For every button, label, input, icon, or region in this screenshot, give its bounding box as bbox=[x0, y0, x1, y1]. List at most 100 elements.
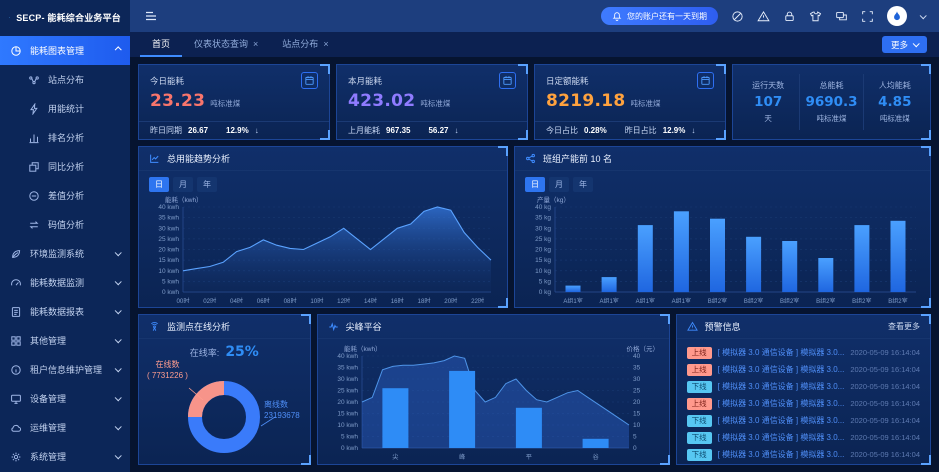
svg-text:15: 15 bbox=[633, 411, 641, 418]
close-icon[interactable]: × bbox=[253, 38, 259, 49]
fullscreen-icon[interactable] bbox=[861, 10, 874, 23]
user-menu-chevron-icon[interactable] bbox=[919, 11, 927, 21]
sidebar-item-energy-chart-management[interactable]: 能耗图表管理 bbox=[0, 36, 130, 65]
svg-text:00时: 00时 bbox=[176, 297, 189, 303]
sidebar-item-operations-management[interactable]: 运维管理 bbox=[0, 413, 130, 442]
notice-text: 您的账户还有一天到期 bbox=[627, 11, 707, 21]
svg-text:峰: 峰 bbox=[459, 453, 465, 460]
tenant-info-management-icon bbox=[10, 364, 22, 376]
sidebar-item-environment-monitoring[interactable]: 环境监测系统 bbox=[0, 239, 130, 268]
view-more-link[interactable]: 查看更多 bbox=[888, 322, 920, 331]
avatar-flame-icon bbox=[894, 11, 900, 21]
card-month-energy: 本月能耗 423.02 吨标准煤 上月能耗 967.35 56.27 bbox=[336, 64, 528, 140]
account-expiry-notice[interactable]: 您的账户还有一天到期 bbox=[601, 7, 718, 25]
tab-label: 仪表状态查询 bbox=[194, 39, 249, 49]
sidebar-item-label: 能耗数据监测 bbox=[30, 278, 85, 288]
svg-text:30 kwh: 30 kwh bbox=[337, 376, 358, 383]
device-management-icon bbox=[10, 393, 22, 405]
sidebar-item-site-distribution[interactable]: 站点分布 bbox=[0, 65, 130, 94]
alert-row-3[interactable]: 上线 [ 模拟器 3.0 通信设备 ] 模拟器 3.0... 2020-05-09 … bbox=[686, 395, 920, 412]
card-value: 423.02 bbox=[348, 91, 416, 111]
svg-text:35 kwh: 35 kwh bbox=[337, 365, 358, 372]
theme-skin-icon[interactable] bbox=[809, 10, 822, 23]
svg-text:10 kwh: 10 kwh bbox=[337, 422, 358, 429]
stat-unit: 吨标准煤 bbox=[816, 114, 847, 123]
trend-tab-日[interactable]: 日 bbox=[149, 177, 169, 192]
svg-text:40 kwh: 40 kwh bbox=[337, 353, 358, 360]
alert-time: 2020-05-09 16:14:04 bbox=[850, 416, 920, 425]
lock-icon[interactable] bbox=[783, 10, 796, 23]
alert-time: 2020-05-09 16:14:04 bbox=[850, 365, 920, 374]
menu-collapse-icon[interactable] bbox=[144, 9, 158, 23]
system-management-icon bbox=[10, 451, 22, 463]
sidebar-item-difference-analysis[interactable]: 差值分析 bbox=[0, 181, 130, 210]
alert-row-2[interactable]: 下线 [ 模拟器 3.0 通信设备 ] 模拟器 3.0... 2020-05-09 … bbox=[686, 378, 920, 395]
sidebar-item-energy-data-reports[interactable]: 能耗数据报表 bbox=[0, 297, 130, 326]
alert-row-1[interactable]: 上线 [ 模拟器 3.0 通信设备 ] 模拟器 3.0... 2020-05-09 … bbox=[686, 361, 920, 378]
trend-tab-月[interactable]: 月 bbox=[173, 177, 193, 192]
energy-trend-chart: 能耗（kwh） 0 kwh 5 kwh 10 kwh 15 kwh 20 kwh 25 kw… bbox=[158, 195, 492, 303]
card-value: 8219.18 bbox=[546, 91, 626, 111]
sidebar-item-tenant-info-management[interactable]: 租户信息维护管理 bbox=[0, 355, 130, 384]
alert-row-6[interactable]: 下线 [ 模拟器 3.0 通信设备 ] 模拟器 3.0... 2020-05-09 … bbox=[686, 446, 920, 463]
energy-data-monitoring-icon bbox=[10, 277, 22, 289]
calendar-quota-icon bbox=[697, 72, 714, 89]
svg-text:B组2室: B组2室 bbox=[816, 297, 835, 303]
footer-value: 12.9% bbox=[662, 126, 686, 135]
sidebar-item-system-management[interactable]: 系统管理 bbox=[0, 442, 130, 471]
status-badge: 下线 bbox=[686, 448, 712, 461]
sidebar-item-ranking-analysis[interactable]: 排名分析 bbox=[0, 123, 130, 152]
line-chart-icon bbox=[150, 154, 159, 163]
card-unit: 吨标准煤 bbox=[630, 99, 661, 108]
stat-unit: 天 bbox=[764, 114, 772, 123]
footer-label: 今日占比 bbox=[546, 126, 578, 135]
logo[interactable]: SECP- 能耗综合业务平台 bbox=[0, 0, 130, 34]
svg-text:16时: 16时 bbox=[391, 297, 404, 303]
alert-row-0[interactable]: 上线 [ 模拟器 3.0 通信设备 ] 模拟器 3.0... 2020-05-09 … bbox=[686, 344, 920, 361]
sidebar-item-code-value-analysis[interactable]: 码值分析 bbox=[0, 210, 130, 239]
sidebar-item-device-management[interactable]: 设备管理 bbox=[0, 384, 130, 413]
sidebar-item-energy-usage-stats[interactable]: 用能统计 bbox=[0, 94, 130, 123]
chevron-down-icon bbox=[114, 452, 122, 460]
rank-tab-月[interactable]: 月 bbox=[549, 177, 569, 192]
sidebar-item-other-management[interactable]: 其他管理 bbox=[0, 326, 130, 355]
app-title: SECP- 能耗综合业务平台 bbox=[16, 12, 121, 23]
svg-text:20 kg: 20 kg bbox=[535, 247, 551, 254]
alert-text: [ 模拟器 3.0 通信设备 ] 模拟器 3.0... bbox=[717, 382, 845, 391]
alert-triangle-icon[interactable] bbox=[757, 10, 770, 23]
eye-off-icon[interactable] bbox=[731, 10, 744, 23]
footer-value: 56.27 bbox=[428, 126, 449, 135]
svg-text:22时: 22时 bbox=[471, 297, 484, 303]
sidebar-item-label: 站点分布 bbox=[48, 75, 85, 85]
tab-0[interactable]: 首页 bbox=[140, 32, 183, 57]
svg-text:B组2室: B组2室 bbox=[852, 297, 871, 303]
svg-text:A组1室: A组1室 bbox=[636, 297, 655, 303]
summary-stats-panel: 运行天数 107 天 总能耗 9690.3 吨标准煤 人均能耗 4.85 吨标准… bbox=[732, 64, 931, 140]
trend-tab-年[interactable]: 年 bbox=[197, 177, 217, 192]
stat-unit: 吨标准煤 bbox=[879, 114, 910, 123]
panel-team-output-rank: 班组产能前 10 名 日月年 产量（kg） 0 kg 5 kg 10 kg 15 kg 2… bbox=[514, 146, 931, 308]
sidebar-item-yoy-analysis[interactable]: 同比分析 bbox=[0, 152, 130, 181]
avatar[interactable] bbox=[887, 6, 907, 26]
more-button[interactable]: 更多 bbox=[881, 36, 927, 53]
svg-text:平: 平 bbox=[525, 454, 531, 460]
panel-title: 监测点在线分析 bbox=[167, 322, 231, 332]
svg-text:25 kwh: 25 kwh bbox=[337, 388, 358, 395]
main-area: 您的账户还有一天到期 首页 仪表状态查询 × 站点分布 × 更多 bbox=[130, 0, 939, 472]
alert-row-4[interactable]: 下线 [ 模拟器 3.0 通信设备 ] 模拟器 3.0... 2020-05-09 … bbox=[686, 412, 920, 429]
svg-text:20: 20 bbox=[633, 399, 641, 406]
sidebar-item-energy-data-monitoring[interactable]: 能耗数据监测 bbox=[0, 268, 130, 297]
multi-window-icon[interactable] bbox=[835, 10, 848, 23]
tab-2[interactable]: 站点分布 × bbox=[270, 32, 340, 57]
svg-text:尖: 尖 bbox=[392, 453, 398, 460]
card-today-energy: 今日能耗 23.23 吨标准煤 昨日同期 26.67 12.9% ↓ bbox=[138, 64, 330, 140]
close-icon[interactable]: × bbox=[323, 38, 329, 49]
tab-1[interactable]: 仪表状态查询 × bbox=[182, 32, 270, 57]
rank-tab-日[interactable]: 日 bbox=[525, 177, 545, 192]
rank-tab-年[interactable]: 年 bbox=[573, 177, 593, 192]
alert-time: 2020-05-09 16:14:04 bbox=[850, 348, 920, 357]
svg-text:B组2室: B组2室 bbox=[780, 297, 799, 303]
alert-row-5[interactable]: 下线 [ 模拟器 3.0 通信设备 ] 模拟器 3.0... 2020-05-09 … bbox=[686, 429, 920, 446]
sidebar-item-label: 排名分析 bbox=[48, 133, 85, 143]
svg-text:25 kwh: 25 kwh bbox=[158, 236, 179, 243]
